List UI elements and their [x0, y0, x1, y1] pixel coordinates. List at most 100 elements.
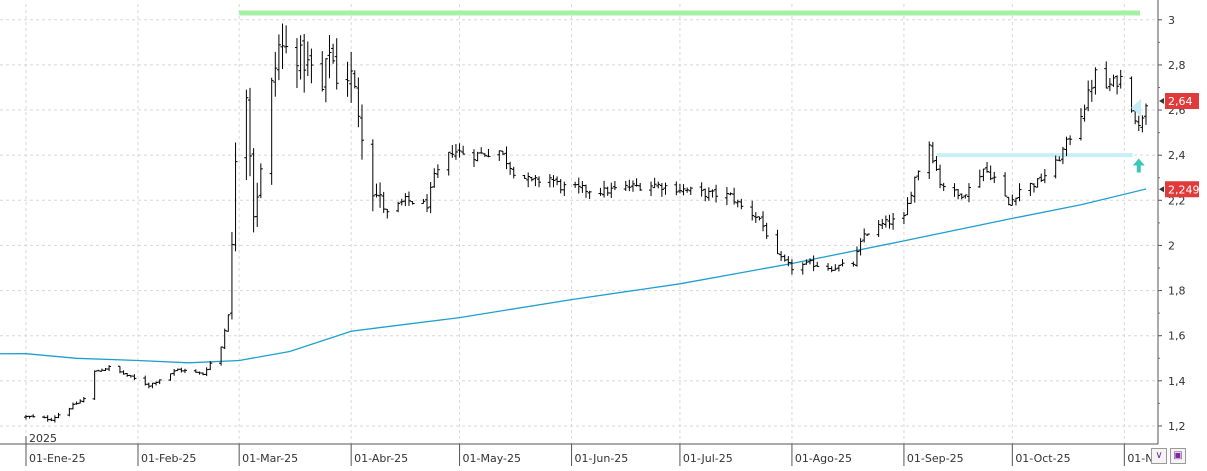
- ohlc-bar: [681, 184, 686, 196]
- ohlc-bar: [453, 143, 458, 160]
- ohlc-bar: [511, 166, 516, 179]
- y-tick-label: 2,8: [1168, 59, 1186, 72]
- ohlc-bar: [909, 191, 914, 204]
- x-tick-label: 01-Ago-25: [795, 452, 852, 465]
- ohlc-bar: [1140, 115, 1145, 133]
- ohlc-bar: [244, 89, 249, 181]
- save-button[interactable]: ▣: [1170, 448, 1186, 464]
- ohlc-bar: [609, 182, 614, 199]
- price-label-text: 2,249: [1168, 183, 1200, 196]
- ohlc-bar: [912, 176, 917, 203]
- ohlc-bar: [1082, 104, 1087, 122]
- ohlc-bar: [233, 142, 238, 252]
- gridlines: [0, 4, 1158, 444]
- ohlc-bar: [302, 33, 307, 93]
- ohlc-bar: [959, 193, 964, 200]
- ohlc-bar: [840, 259, 845, 267]
- y-tick-label: 2: [1168, 239, 1175, 252]
- ohlc-bar: [833, 264, 838, 271]
- ohlc-bar: [714, 184, 719, 203]
- x-tick-label: 01-Sep-25: [907, 452, 964, 465]
- ohlc-bar: [385, 208, 390, 219]
- ohlc-bar: [1144, 103, 1148, 125]
- ohlc-bar: [450, 144, 455, 158]
- ohlc-bar: [1028, 182, 1033, 197]
- ohlc-bar: [750, 200, 755, 221]
- collapse-button[interactable]: ∨: [1151, 448, 1167, 464]
- ohlc-bar: [901, 212, 906, 225]
- ohlc-bar: [276, 34, 281, 81]
- ohlc-bar: [981, 168, 986, 182]
- ohlc-bar: [374, 183, 379, 198]
- price-pointer: [1159, 98, 1164, 105]
- x-tick-label: 01-Feb-25: [141, 452, 196, 465]
- ohlc-bar: [800, 262, 805, 275]
- ohlc-bar: [298, 35, 303, 80]
- y-tick-label: 1,8: [1168, 285, 1186, 298]
- ohlc-bar: [753, 212, 758, 223]
- ohlc-bar: [320, 51, 325, 92]
- save-disk-icon: ▣: [1173, 450, 1183, 461]
- ohlc-bar: [305, 41, 310, 76]
- ohlc-bar: [1013, 197, 1018, 206]
- ohlc-bar: [732, 187, 737, 205]
- ohlc-bar: [584, 184, 588, 198]
- ohlc-bar: [486, 148, 491, 158]
- ohlc-bar: [533, 174, 538, 187]
- ohlc-bar: [854, 246, 859, 267]
- ohlc-bar: [652, 177, 657, 189]
- ohlc-bar: [226, 314, 231, 332]
- ohlc-bar: [876, 219, 881, 238]
- ohlc-bar: [547, 174, 552, 188]
- ohlc-bar: [349, 51, 354, 103]
- ohlc-bar: [421, 198, 426, 205]
- ohlc-bar: [963, 194, 968, 199]
- ohlc-bar: [789, 259, 794, 275]
- ohlc-bar: [656, 181, 661, 189]
- ohlc-bar: [331, 43, 336, 64]
- ohlc-bar: [461, 145, 466, 155]
- ohlc-bar: [916, 170, 921, 181]
- ohlc-bar: [891, 212, 896, 230]
- ohlc-bar: [1107, 77, 1112, 92]
- ohlc-bar: [1086, 80, 1091, 112]
- ohlc-bar: [627, 179, 632, 192]
- ohlc-bar: [836, 264, 841, 272]
- ohlc-bar: [880, 218, 885, 230]
- ohlc-bar: [1010, 194, 1015, 206]
- ohlc-bar: [930, 141, 935, 164]
- ohlc-bar: [327, 35, 332, 79]
- ohlc-bar: [677, 183, 682, 194]
- ohlc-bar: [956, 188, 961, 200]
- ohlc-bar: [273, 51, 278, 97]
- ohlc-bar: [703, 188, 708, 202]
- ohlc-bar: [862, 228, 867, 243]
- ohlc-bar: [356, 77, 361, 128]
- moving-average-line: [0, 188, 1147, 364]
- ohlc-bar: [56, 412, 61, 419]
- ohlc-bar: [663, 182, 668, 195]
- ohlc-bar: [1035, 178, 1040, 188]
- ohlc-bar: [219, 346, 224, 366]
- y-tick-label: 1,4: [1168, 375, 1186, 388]
- ohlc-bar: [1118, 69, 1123, 89]
- ohlc-bar: [345, 61, 350, 97]
- ohlc-bar: [699, 182, 704, 197]
- ohlc-bar: [811, 255, 816, 272]
- ohlc-bar: [1136, 115, 1141, 132]
- arrow-up-marker: [1132, 158, 1145, 173]
- ohlc-bar: [764, 222, 769, 239]
- ohlc-bar: [883, 215, 888, 228]
- y-tick-label: 1,2: [1168, 420, 1186, 433]
- ohlc-bar: [352, 70, 357, 89]
- price-labels: 2,64 2,249: [1159, 93, 1200, 198]
- ohlc-bar: [649, 181, 654, 197]
- ohlc-bar: [710, 189, 715, 198]
- x-tick-label: 01-May-25: [463, 452, 521, 465]
- ohlc-bar: [280, 23, 285, 70]
- ohlc-bar: [182, 368, 187, 374]
- ohlc-bar: [323, 58, 328, 103]
- ohlc-bar: [612, 181, 617, 191]
- ohlc-bar: [576, 177, 581, 194]
